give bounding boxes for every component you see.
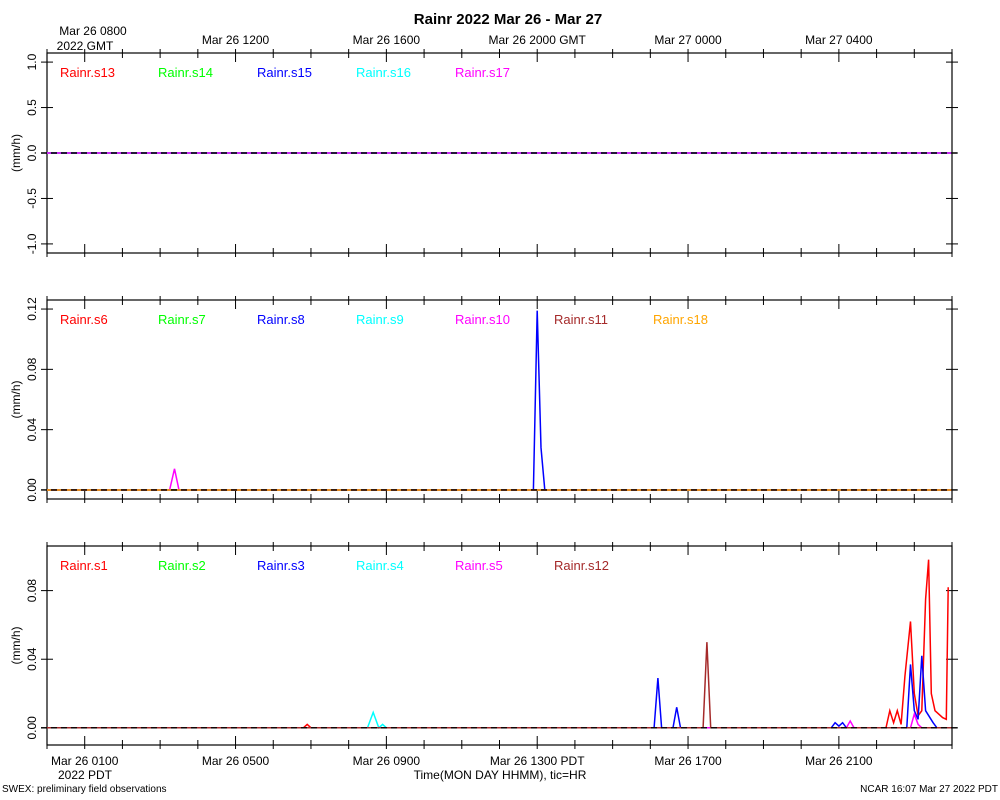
legend-entry: Rainr.s12 xyxy=(554,558,609,573)
bottom-tick-label: Mar 26 0500 xyxy=(202,754,270,768)
top-tick-label: Mar 27 0000 xyxy=(654,33,722,47)
y-tick-label: 0.08 xyxy=(25,579,39,603)
panel-1: -1.0 -0.5 0.0 0.5 1.0 (mm/h) Rainr.s13 Rainr.s1… xyxy=(9,49,958,257)
series-Rainr-s5 xyxy=(47,711,952,729)
legend-entry: Rainr.s1 xyxy=(60,558,108,573)
top-tick-label: Mar 26 1200 xyxy=(202,33,270,47)
series-Rainr-s12 xyxy=(47,642,952,729)
bottom-axis-year-label: 2022 PDT xyxy=(58,768,113,782)
legend-entry: Rainr.s9 xyxy=(356,312,404,327)
series-Rainr-s3 xyxy=(47,655,952,729)
legend-entry: Rainr.s10 xyxy=(455,312,510,327)
y-tick-label: -1.0 xyxy=(25,233,39,254)
legend-entry: Rainr.s13 xyxy=(60,65,115,80)
bottom-tick-label: Mar 26 0900 xyxy=(353,754,421,768)
series-Rainr-s10 xyxy=(47,468,952,491)
panel-2: 0.00 0.04 0.08 0.12 (mm/h) Rainr.s6 Rainr.s7 Ra… xyxy=(9,296,958,503)
top-tick-label: Mar 26 2000 GMT xyxy=(489,33,587,47)
y-tick-label: 1.0 xyxy=(25,53,39,70)
legend-entry: Rainr.s17 xyxy=(455,65,510,80)
bottom-tick-label: Mar 26 1700 xyxy=(654,754,722,768)
y-tick-label: 0.08 xyxy=(25,357,39,381)
panel-frame xyxy=(46,299,953,500)
bottom-axis-tick-labels: Mar 26 0100 Mar 26 0500 Mar 26 0900 Mar 26 … xyxy=(51,754,873,768)
y-tick-label: 0.0 xyxy=(25,144,39,161)
panel-frame xyxy=(46,545,953,746)
footer-right: NCAR 16:07 Mar 27 2022 PDT xyxy=(860,784,998,795)
y-axis-label: (mm/h) xyxy=(9,381,23,419)
y-tick-label: 0.12 xyxy=(25,297,39,321)
series-Rainr-s1 xyxy=(47,559,949,729)
legend-entry: Rainr.s2 xyxy=(158,558,206,573)
footer-left: SWEX: preliminary field observations xyxy=(2,784,167,795)
y-tick-label: 0.00 xyxy=(25,478,39,502)
legend-entry: Rainr.s8 xyxy=(257,312,305,327)
bottom-tick-label: Mar 26 2100 xyxy=(805,754,873,768)
bottom-tick-label: Mar 26 1300 PDT xyxy=(490,754,585,768)
chart-title: Rainr 2022 Mar 26 - Mar 27 xyxy=(414,11,602,28)
legend-entry: Rainr.s16 xyxy=(356,65,411,80)
y-axis-label: (mm/h) xyxy=(9,627,23,665)
y-tick-label: 0.5 xyxy=(25,99,39,116)
top-axis-first-label: Mar 26 0800 xyxy=(59,24,127,38)
legend-entry: Rainr.s4 xyxy=(356,558,404,573)
legend-entry: Rainr.s18 xyxy=(653,312,708,327)
top-tick-label: Mar 26 1600 xyxy=(353,33,421,47)
y-tick-label: 0.04 xyxy=(25,647,39,671)
panel-3: 0.00 0.04 0.08 (mm/h) Rainr.s1 Rainr.s2 Rainr.… xyxy=(9,542,958,749)
y-tick-label: -0.5 xyxy=(25,188,39,209)
top-axis-year-label: 2022 GMT xyxy=(57,39,114,53)
legend-entry: Rainr.s3 xyxy=(257,558,305,573)
bottom-tick-label: Mar 26 0100 xyxy=(51,754,119,768)
y-tick-label: 0.00 xyxy=(25,716,39,740)
legend-entry: Rainr.s5 xyxy=(455,558,503,573)
legend-entry: Rainr.s15 xyxy=(257,65,312,80)
legend-entry: Rainr.s6 xyxy=(60,312,108,327)
legend-entry: Rainr.s7 xyxy=(158,312,206,327)
legend-entry: Rainr.s11 xyxy=(554,312,608,327)
chart-panels: -1.0 -0.5 0.0 0.5 1.0 (mm/h) Rainr.s13 Rainr.s1… xyxy=(9,49,958,749)
series-Rainr-s4 xyxy=(47,710,952,730)
legend-entry: Rainr.s14 xyxy=(158,65,213,80)
y-axis-label: (mm/h) xyxy=(9,134,23,172)
y-tick-label: 0.04 xyxy=(25,418,39,442)
series-Rainr-s8 xyxy=(47,310,952,491)
top-axis-tick-labels: Mar 26 1200 Mar 26 1600 Mar 26 2000 GMT Mar… xyxy=(202,33,873,47)
x-axis-label: Time(MON DAY HHMM), tic=HR xyxy=(414,768,587,782)
top-tick-label: Mar 27 0400 xyxy=(805,33,873,47)
